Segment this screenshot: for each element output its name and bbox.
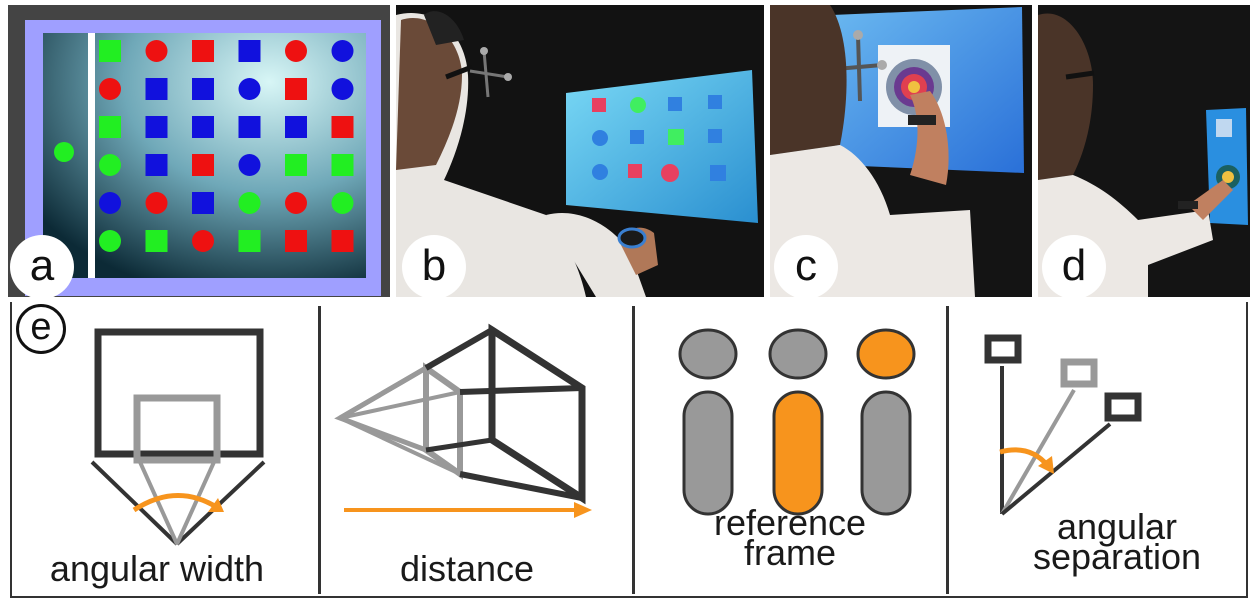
grid-target-blue-square [238,116,261,138]
divider-1 [318,306,321,594]
distance-diagram [334,323,592,518]
grid-target-green-square [145,230,168,252]
near-frame [423,362,463,480]
large-display-outline [94,328,264,458]
caption-reference-frame-line2: frame [743,532,837,573]
grid-target-blue-square [238,40,261,62]
caption-reference-frame: reference frame [660,502,920,573]
grid-target-red-square [331,116,354,138]
body-1 [682,390,734,516]
head-2 [768,328,828,380]
far-frame [488,323,586,505]
grid-target-blue-square [192,192,214,214]
caption-distance: distance [399,548,535,589]
grid-target-blue-circle [238,78,261,100]
grid-target-green-square [99,116,121,138]
caption-angular-separation-line2: separation [1032,536,1202,577]
panel-b: b [396,5,764,297]
grid-target-red-circle [145,40,168,62]
separation-arc-arrow [999,447,1050,468]
grid-target-green-square [285,154,307,176]
display-a [984,334,1022,364]
caption-angular-separation: angular separation [1002,506,1232,577]
angle-arc-arrow [132,493,220,513]
angular-separation-diagram [984,334,1142,516]
grid-target-red-circle [285,40,307,62]
grid-target-blue-circle [99,192,121,214]
display-b [1060,358,1098,388]
display-c [1104,392,1142,422]
body-2-highlight [772,390,824,516]
panel-label-e: e [16,304,66,354]
caption-angular-separation-line1: angular [1056,506,1178,547]
divider-2 [632,306,635,594]
panel-label-a: a [10,235,74,297]
panel-c: c [770,5,1032,297]
grid-target-green-square [99,40,121,62]
caption-angular-width: angular width [49,548,265,589]
grid-target-blue-square [192,116,214,138]
grid-target-red-circle [145,192,168,214]
grid-target-red-circle [99,78,121,100]
panel-d: d [1038,5,1250,297]
grid-target-blue-circle [238,154,261,176]
head-1 [678,328,738,380]
grid-target-blue-square [145,116,168,138]
grid-target-red-square [331,230,354,252]
grid-target-red-circle [192,230,214,252]
panel-e: e angular width distance [10,302,1248,598]
panel-label-d: d [1042,235,1106,297]
divider-3 [946,306,949,594]
target-grid [99,40,354,252]
grid-target-blue-circle [331,78,354,100]
panel-label-b: b [402,235,466,297]
target-grid-display [25,20,381,296]
head-3-highlight [856,328,916,380]
grid-target-blue-square [145,78,168,100]
grid-target-blue-square [145,154,168,176]
angular-width-diagram [90,328,266,546]
reference-frame-diagram [678,328,916,516]
grid-target-red-square [192,154,214,176]
start-bar [88,33,95,278]
panel-label-c: c [774,235,838,297]
grid-target-blue-square [192,78,214,100]
start-target [54,142,74,162]
grid-target-green-square [238,230,261,252]
grid-target-blue-circle [331,40,354,62]
caption-reference-frame-line1: reference [713,502,867,543]
small-display-outline [133,394,221,464]
grid-target-green-circle [238,192,261,214]
grid-target-red-square [192,40,214,62]
body-3 [860,390,912,516]
grid-target-green-square [331,154,354,176]
grid-target-blue-square [285,116,307,138]
grid-target-red-circle [285,192,307,214]
grid-target-green-circle [331,192,354,214]
grid-target-green-circle [99,154,121,176]
photo-user-controller [396,11,758,297]
grid-target-red-square [285,230,307,252]
panel-a: a [8,5,390,297]
grid-target-red-square [285,78,307,100]
grid-target-green-circle [99,230,121,252]
